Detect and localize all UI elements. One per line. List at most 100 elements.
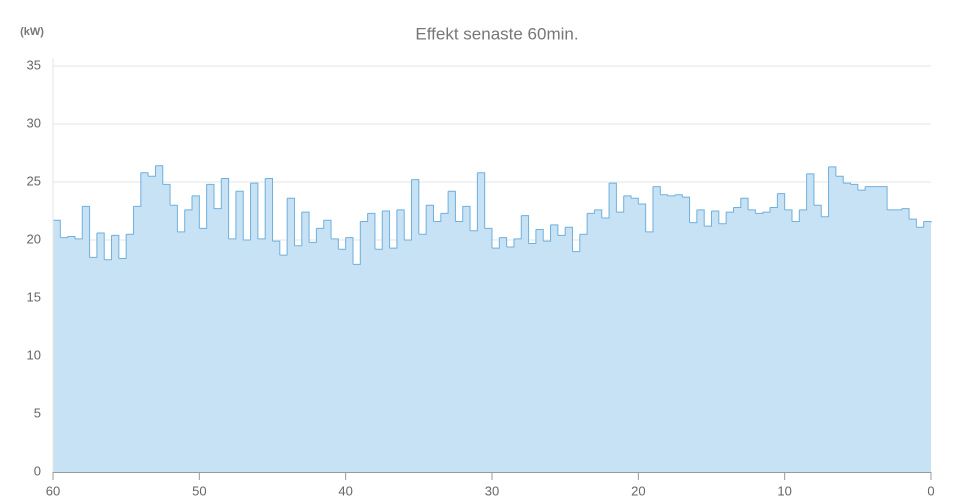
- step-segment: [601, 183, 610, 219]
- step-segment: [426, 204, 434, 222]
- step-segment: [806, 173, 815, 206]
- step-segment: [645, 186, 654, 233]
- step-segment: [301, 211, 310, 243]
- step-segment: [616, 195, 625, 213]
- step-segment: [631, 197, 639, 205]
- y-tick-label: 5: [34, 405, 41, 420]
- step-segment: [89, 233, 98, 258]
- step-segment: [813, 204, 822, 217]
- step-segment: [492, 237, 500, 249]
- step-segment: [850, 183, 859, 191]
- step-segment: [696, 209, 705, 227]
- step-segment: [470, 172, 478, 232]
- step-segment: [572, 234, 581, 253]
- step-segment: [879, 186, 888, 210]
- step-segment: [477, 172, 486, 229]
- chart-title: Effekt senaste 60min.: [415, 24, 578, 43]
- step-segment: [104, 235, 113, 261]
- y-tick-label: 10: [27, 347, 41, 362]
- y-axis-label: (kW): [20, 26, 44, 38]
- step-segment: [331, 238, 339, 250]
- x-tick-label: 20: [631, 483, 645, 498]
- x-tick-label: 0: [927, 483, 934, 498]
- step-segment: [272, 240, 281, 256]
- step-segment: [74, 206, 83, 240]
- step-segment: [367, 212, 376, 250]
- step-segment: [682, 196, 691, 223]
- step-segment: [909, 218, 917, 228]
- step-segment: [155, 165, 164, 185]
- x-tick-label: 60: [46, 483, 60, 498]
- y-tick-label: 0: [34, 463, 41, 478]
- step-segment: [821, 166, 830, 218]
- step-segment: [404, 179, 413, 241]
- step-segment: [484, 227, 493, 249]
- step-segment: [140, 172, 149, 177]
- step-segment: [894, 208, 903, 211]
- step-segment: [923, 220, 932, 223]
- step-segment: [594, 209, 603, 218]
- step-segment: [506, 238, 515, 248]
- step-segment: [726, 207, 734, 213]
- step-segment: [53, 219, 61, 238]
- step-segment: [857, 186, 866, 191]
- step-segment: [418, 205, 427, 235]
- step-segment: [177, 209, 186, 233]
- step-segment: [206, 183, 215, 209]
- y-tick-label: 30: [27, 115, 41, 130]
- step-segment: [162, 183, 171, 206]
- step-segment: [243, 183, 252, 241]
- step-segment: [513, 215, 522, 240]
- step-segment: [82, 205, 91, 258]
- step-segment: [609, 182, 617, 213]
- step-segment: [733, 198, 742, 209]
- step-segment: [257, 178, 266, 240]
- y-tick-label: 15: [27, 289, 41, 304]
- step-segment: [704, 211, 712, 227]
- step-segment: [338, 237, 347, 250]
- step-segment: [550, 224, 559, 236]
- step-segment: [835, 175, 844, 184]
- step-segment: [228, 191, 237, 240]
- step-segment: [777, 193, 786, 210]
- step-segment: [557, 227, 566, 236]
- step-segment: [748, 209, 756, 214]
- x-tick-label: 30: [485, 483, 499, 498]
- step-segment: [170, 204, 178, 232]
- step-segment: [762, 207, 771, 213]
- step-segment: [565, 226, 573, 252]
- y-tick-label: 35: [27, 57, 41, 72]
- step-segment: [623, 195, 632, 199]
- step-segment: [499, 237, 508, 247]
- step-segment: [118, 234, 127, 260]
- step-segment: [543, 224, 552, 242]
- step-segment: [916, 221, 925, 228]
- x-tick-label: 10: [777, 483, 791, 498]
- step-segment: [740, 197, 749, 210]
- step-segment: [784, 209, 793, 222]
- step-segment: [689, 209, 698, 224]
- step-segment: [221, 178, 230, 239]
- step-segment: [528, 229, 537, 244]
- step-segment: [755, 212, 764, 214]
- step-segment: [587, 209, 595, 214]
- step-segment: [279, 198, 288, 256]
- step-segment: [674, 194, 683, 198]
- step-segment: [294, 212, 303, 247]
- step-segment: [440, 191, 449, 214]
- step-segment: [535, 229, 544, 242]
- step-segment: [250, 182, 259, 239]
- step-segment: [199, 184, 208, 229]
- step-segment: [828, 166, 837, 177]
- x-tick-label: 40: [338, 483, 352, 498]
- step-segment: [579, 213, 588, 235]
- step-segment: [901, 208, 910, 220]
- area: [53, 165, 931, 472]
- x-tick-label: 50: [192, 483, 206, 498]
- step-segment: [433, 213, 442, 222]
- step-segment: [316, 220, 325, 229]
- step-segment: [345, 237, 354, 265]
- step-segment: [711, 210, 720, 224]
- step-segment: [667, 194, 676, 197]
